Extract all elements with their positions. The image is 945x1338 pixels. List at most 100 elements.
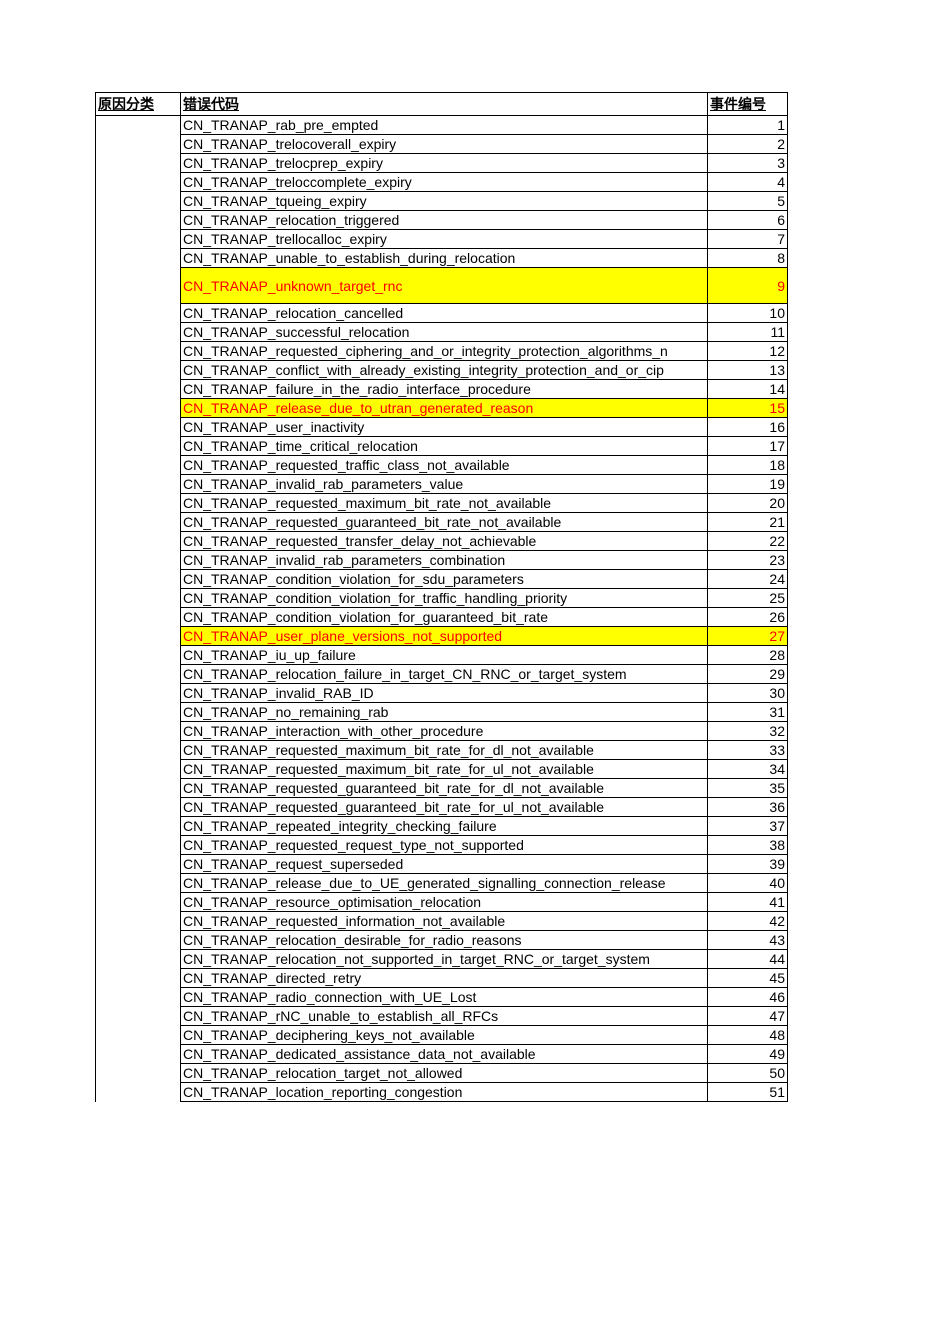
code-cell: CN_TRANAP_release_due_to_utran_generated… (181, 399, 708, 418)
event-cell: 10 (708, 304, 788, 323)
event-cell: 36 (708, 798, 788, 817)
event-cell: 17 (708, 437, 788, 456)
code-cell: CN_TRANAP_requested_traffic_class_not_av… (181, 456, 708, 475)
table-row: CN_TRANAP_resource_optimisation_relocati… (96, 893, 788, 912)
table-row: CN_TRANAP_condition_violation_for_sdu_pa… (96, 570, 788, 589)
category-cell (96, 817, 181, 836)
code-cell: CN_TRANAP_release_due_to_UE_generated_si… (181, 874, 708, 893)
event-cell: 51 (708, 1083, 788, 1102)
category-cell (96, 893, 181, 912)
table-row: CN_TRANAP_dedicated_assistance_data_not_… (96, 1045, 788, 1064)
table-row: CN_TRANAP_requested_ciphering_and_or_int… (96, 342, 788, 361)
event-cell: 29 (708, 665, 788, 684)
code-cell: CN_TRANAP_radio_connection_with_UE_Lost (181, 988, 708, 1007)
event-cell: 14 (708, 380, 788, 399)
header-category: 原因分类 (96, 93, 181, 116)
category-cell (96, 950, 181, 969)
event-cell: 16 (708, 418, 788, 437)
code-cell: CN_TRANAP_conflict_with_already_existing… (181, 361, 708, 380)
event-cell: 21 (708, 513, 788, 532)
category-cell (96, 456, 181, 475)
event-cell: 38 (708, 836, 788, 855)
category-cell (96, 988, 181, 1007)
table-row: CN_TRANAP_relocation_not_supported_in_ta… (96, 950, 788, 969)
table-row: CN_TRANAP_rNC_unable_to_establish_all_RF… (96, 1007, 788, 1026)
code-cell: CN_TRANAP_invalid_RAB_ID (181, 684, 708, 703)
code-cell: CN_TRANAP_repeated_integrity_checking_fa… (181, 817, 708, 836)
table-row: CN_TRANAP_radio_connection_with_UE_Lost4… (96, 988, 788, 1007)
code-cell: CN_TRANAP_interaction_with_other_procedu… (181, 722, 708, 741)
category-cell (96, 494, 181, 513)
table-row: CN_TRANAP_treloccomplete_expiry4 (96, 173, 788, 192)
code-cell: CN_TRANAP_condition_violation_for_traffi… (181, 589, 708, 608)
event-cell: 27 (708, 627, 788, 646)
code-cell: CN_TRANAP_condition_violation_for_sdu_pa… (181, 570, 708, 589)
code-cell: CN_TRANAP_rNC_unable_to_establish_all_RF… (181, 1007, 708, 1026)
table-row: CN_TRANAP_request_superseded39 (96, 855, 788, 874)
table-row: CN_TRANAP_repeated_integrity_checking_fa… (96, 817, 788, 836)
code-cell: CN_TRANAP_failure_in_the_radio_interface… (181, 380, 708, 399)
table-row: CN_TRANAP_requested_information_not_avai… (96, 912, 788, 931)
table-row: CN_TRANAP_failure_in_the_radio_interface… (96, 380, 788, 399)
code-cell: CN_TRANAP_trelocoverall_expiry (181, 135, 708, 154)
category-cell (96, 703, 181, 722)
event-cell: 2 (708, 135, 788, 154)
table-row: CN_TRANAP_trelocprep_expiry3 (96, 154, 788, 173)
category-cell (96, 551, 181, 570)
code-cell: CN_TRANAP_deciphering_keys_not_available (181, 1026, 708, 1045)
code-cell: CN_TRANAP_relocation_desirable_for_radio… (181, 931, 708, 950)
event-cell: 30 (708, 684, 788, 703)
category-cell (96, 684, 181, 703)
table-row: CN_TRANAP_requested_maximum_bit_rate_for… (96, 741, 788, 760)
table-row: CN_TRANAP_requested_guaranteed_bit_rate_… (96, 779, 788, 798)
event-cell: 40 (708, 874, 788, 893)
table-row: CN_TRANAP_invalid_rab_parameters_value19 (96, 475, 788, 494)
code-cell: CN_TRANAP_requested_maximum_bit_rate_for… (181, 741, 708, 760)
category-cell (96, 760, 181, 779)
category-cell (96, 323, 181, 342)
event-cell: 46 (708, 988, 788, 1007)
category-cell (96, 1064, 181, 1083)
code-cell: CN_TRANAP_requested_guaranteed_bit_rate_… (181, 798, 708, 817)
code-cell: CN_TRANAP_no_remaining_rab (181, 703, 708, 722)
event-cell: 19 (708, 475, 788, 494)
event-cell: 43 (708, 931, 788, 950)
event-cell: 15 (708, 399, 788, 418)
table-row: CN_TRANAP_condition_violation_for_traffi… (96, 589, 788, 608)
event-cell: 33 (708, 741, 788, 760)
event-cell: 39 (708, 855, 788, 874)
code-cell: CN_TRANAP_time_critical_relocation (181, 437, 708, 456)
table-row: CN_TRANAP_location_reporting_congestion5… (96, 1083, 788, 1102)
category-cell (96, 437, 181, 456)
code-cell: CN_TRANAP_dedicated_assistance_data_not_… (181, 1045, 708, 1064)
event-cell: 22 (708, 532, 788, 551)
event-cell: 34 (708, 760, 788, 779)
category-cell (96, 855, 181, 874)
table-row: CN_TRANAP_requested_guaranteed_bit_rate_… (96, 798, 788, 817)
code-cell: CN_TRANAP_relocation_not_supported_in_ta… (181, 950, 708, 969)
table-row: CN_TRANAP_invalid_rab_parameters_combina… (96, 551, 788, 570)
category-cell (96, 230, 181, 249)
table-row: CN_TRANAP_release_due_to_UE_generated_si… (96, 874, 788, 893)
table-row: CN_TRANAP_relocation_desirable_for_radio… (96, 931, 788, 950)
category-cell (96, 513, 181, 532)
code-cell: CN_TRANAP_requested_maximum_bit_rate_for… (181, 760, 708, 779)
event-cell: 3 (708, 154, 788, 173)
code-cell: CN_TRANAP_invalid_rab_parameters_value (181, 475, 708, 494)
table-row: CN_TRANAP_user_inactivity16 (96, 418, 788, 437)
code-cell: CN_TRANAP_trellocalloc_expiry (181, 230, 708, 249)
table-row: CN_TRANAP_trelocoverall_expiry2 (96, 135, 788, 154)
code-cell: CN_TRANAP_requested_request_type_not_sup… (181, 836, 708, 855)
code-cell: CN_TRANAP_iu_up_failure (181, 646, 708, 665)
category-cell (96, 135, 181, 154)
table-row: CN_TRANAP_tqueing_expiry5 (96, 192, 788, 211)
category-cell (96, 627, 181, 646)
table-row: CN_TRANAP_directed_retry45 (96, 969, 788, 988)
category-cell (96, 173, 181, 192)
event-cell: 41 (708, 893, 788, 912)
category-cell (96, 1007, 181, 1026)
code-cell: CN_TRANAP_user_plane_versions_not_suppor… (181, 627, 708, 646)
table-row: CN_TRANAP_requested_guaranteed_bit_rate_… (96, 513, 788, 532)
event-cell: 25 (708, 589, 788, 608)
table-row: CN_TRANAP_unable_to_establish_during_rel… (96, 249, 788, 268)
